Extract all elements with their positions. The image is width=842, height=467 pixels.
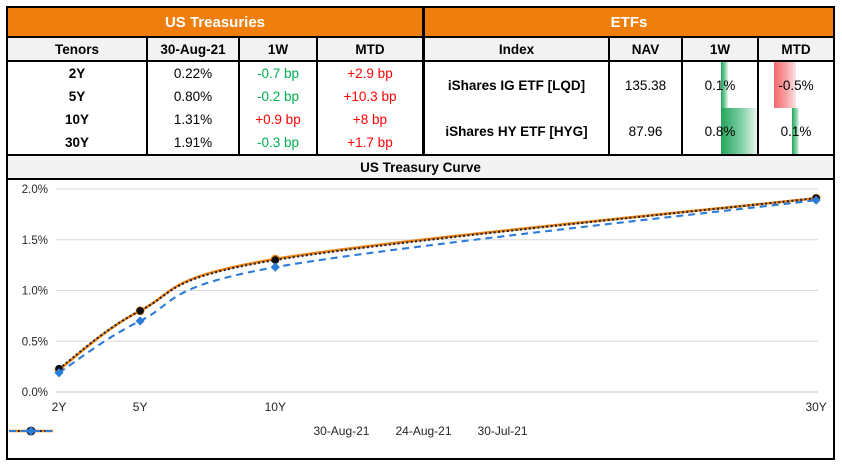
legend-label: 30-Aug-21 <box>313 424 370 438</box>
nav-value: 87.96 <box>610 108 683 154</box>
series-line-30-Jul-21 <box>58 199 817 374</box>
etfs-rows: iShares IG ETF [LQD] 135.38 0.1% -0.5% i… <box>425 62 833 154</box>
col-1w: 1W <box>683 38 759 60</box>
tenor-label: 10Y <box>8 108 148 131</box>
1w-cell: 0.8% <box>683 108 759 154</box>
col-1w: 1W <box>240 38 318 60</box>
etfs-table: ETFs Index NAV 1W MTD iShares IG ETF [LQ… <box>425 8 833 154</box>
mtd-cell: -0.5% <box>759 62 833 108</box>
data-point-marker <box>271 256 280 264</box>
etfs-title: ETFs <box>425 8 833 38</box>
databar-mtd <box>774 62 796 108</box>
treasuries-rows: 2Y 0.22% -0.7 bp +2.9 bp 5Y 0.80% -0.2 b… <box>8 62 422 154</box>
x-tick-label: 10Y <box>265 400 286 414</box>
legend-label: 24-Aug-21 <box>395 424 452 438</box>
databar-1w <box>721 62 728 108</box>
mtd-change: +10.3 bp <box>343 89 397 104</box>
y-tick-label: 1.5% <box>22 235 48 247</box>
table-row: 2Y 0.22% -0.7 bp +2.9 bp <box>8 62 422 85</box>
report-frame: US Treasuries Tenors 30-Aug-21 1W MTD 2Y… <box>6 6 835 460</box>
table-row: iShares IG ETF [LQD] 135.38 0.1% -0.5% <box>425 62 833 108</box>
tenor-label: 2Y <box>8 62 148 85</box>
chart-title: US Treasury Curve <box>8 156 833 180</box>
x-tick-label: 2Y <box>52 400 67 414</box>
nav-value: 135.38 <box>610 62 683 108</box>
summary-tables: US Treasuries Tenors 30-Aug-21 1W MTD 2Y… <box>8 8 833 156</box>
mtd-change: +2.9 bp <box>347 66 393 81</box>
etf-name: iShares HY ETF [HYG] <box>425 108 610 154</box>
data-point-marker <box>136 307 144 315</box>
data-point-marker <box>270 262 280 272</box>
col-date: 30-Aug-21 <box>148 38 240 60</box>
treasuries-title: US Treasuries <box>8 8 422 38</box>
chart-canvas: 0.0% 0.5% 1.0% 1.5% 2.0% 2Y 5Y 10Y 30Y <box>22 184 827 414</box>
1w-cell: 0.1% <box>683 62 759 108</box>
treasuries-column-header: Tenors 30-Aug-21 1W MTD <box>8 38 422 62</box>
x-tick-label: 30Y <box>805 400 826 414</box>
col-mtd: MTD <box>781 41 811 57</box>
legend-label: 30-Jul-21 <box>477 424 528 438</box>
col-mtd: MTD <box>355 41 385 57</box>
data-point-marker <box>135 316 145 326</box>
chart-legend: 30-Aug-21 24-Aug-21 30-Jul-21 <box>8 424 833 438</box>
legend-item-30-Aug-21: 30-Aug-21 <box>9 424 370 438</box>
databar-1w <box>721 108 757 154</box>
1w-change: +0.9 bp <box>240 108 318 131</box>
table-row: iShares HY ETF [HYG] 87.96 0.8% 0.1% <box>425 108 833 154</box>
mtd-cell: 0.1% <box>759 108 833 154</box>
mtd-change: +8 bp <box>352 112 388 127</box>
1w-change: -0.7 bp <box>240 62 318 85</box>
databar-mtd <box>792 108 799 154</box>
rate-value: 1.91% <box>148 131 240 154</box>
col-nav: NAV <box>610 38 683 60</box>
legend-line-sample <box>9 426 53 436</box>
data-point-marker <box>811 195 821 205</box>
mtd-change: +1.7 bp <box>347 135 393 150</box>
series-line-24-Aug-21 <box>58 197 817 370</box>
treasury-curve-chart: 0.0% 0.5% 1.0% 1.5% 2.0% 2Y 5Y 10Y 30Y 30-Aug-21… <box>8 180 833 456</box>
y-tick-label: 0.0% <box>22 387 48 399</box>
col-tenors: Tenors <box>8 38 148 60</box>
etf-name: iShares IG ETF [LQD] <box>425 62 610 108</box>
table-row: 10Y 1.31% +0.9 bp +8 bp <box>8 108 422 131</box>
table-row: 30Y 1.91% -0.3 bp +1.7 bp <box>8 131 422 154</box>
legend-item-24-Aug-21: 24-Aug-21 <box>9 424 452 438</box>
x-tick-label: 5Y <box>133 400 148 414</box>
tenor-label: 30Y <box>8 131 148 154</box>
1w-change: -0.2 bp <box>240 85 318 108</box>
y-tick-label: 0.5% <box>22 336 48 348</box>
y-tick-label: 1.0% <box>22 286 48 298</box>
rate-value: 1.31% <box>148 108 240 131</box>
series-line-30-Aug-21 <box>58 196 817 371</box>
etfs-column-header: Index NAV 1W MTD <box>425 38 833 62</box>
rate-value: 0.22% <box>148 62 240 85</box>
y-tick-label: 2.0% <box>22 184 48 196</box>
rate-value: 0.80% <box>148 85 240 108</box>
table-row: 5Y 0.80% -0.2 bp +10.3 bp <box>8 85 422 108</box>
treasuries-table: US Treasuries Tenors 30-Aug-21 1W MTD 2Y… <box>8 8 425 154</box>
tenor-label: 5Y <box>8 85 148 108</box>
1w-change: -0.3 bp <box>240 131 318 154</box>
col-index: Index <box>425 38 610 60</box>
legend-item-30-Jul-21: 30-Jul-21 <box>9 424 528 438</box>
